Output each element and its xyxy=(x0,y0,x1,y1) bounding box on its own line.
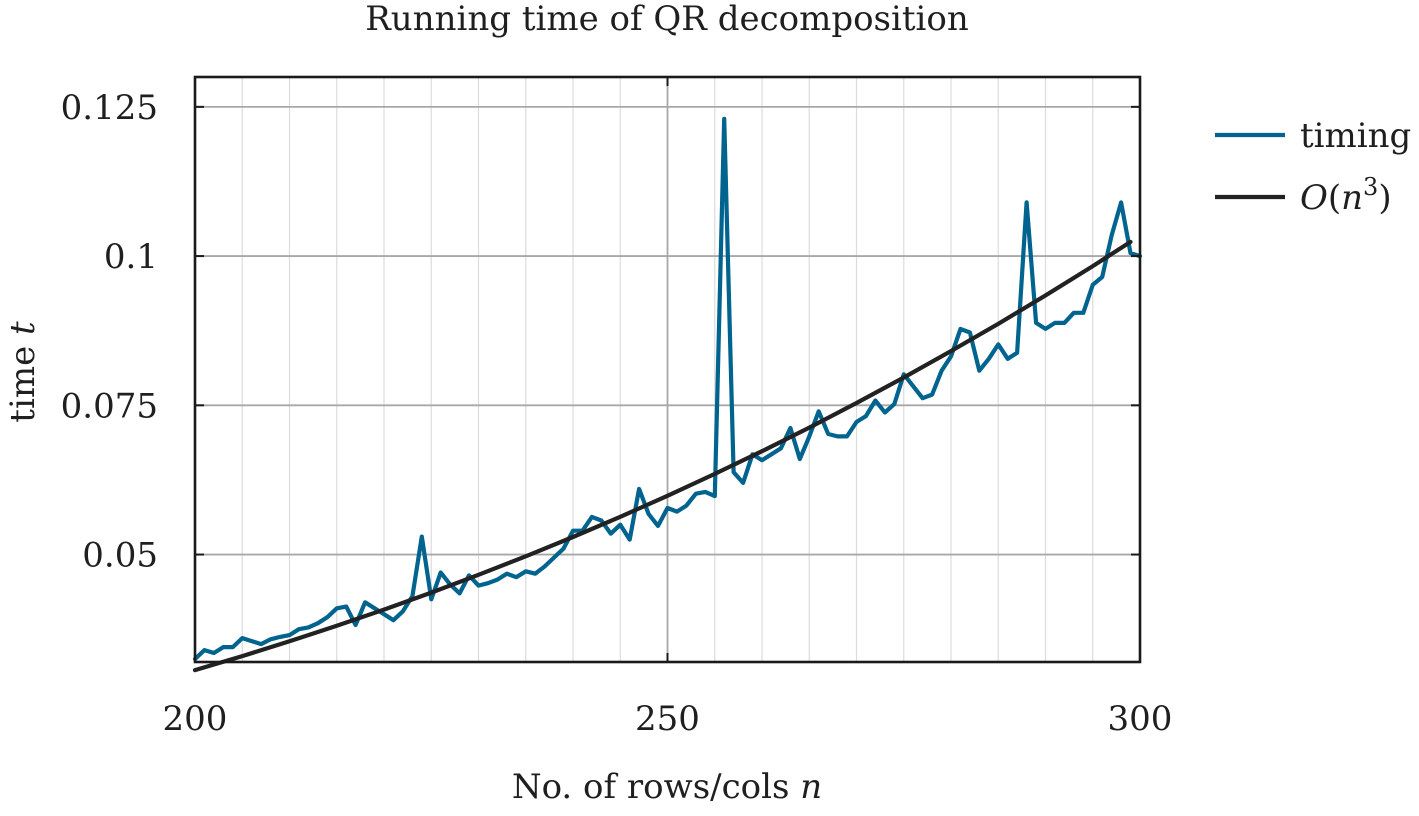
y-tick-label: 0.125 xyxy=(61,88,158,128)
chart-title: Running time of QR decomposition xyxy=(365,0,969,39)
grid-lines xyxy=(194,77,1141,662)
legend-entry-on3: O(n3) xyxy=(1300,173,1392,218)
series-line-on3 xyxy=(192,239,1133,673)
y-axis-label: time t xyxy=(3,321,43,423)
y-tick-label: 0.1 xyxy=(104,237,158,277)
x-tick-label: 300 xyxy=(1108,699,1173,739)
series-layer xyxy=(192,116,1143,673)
x-tick-label: 250 xyxy=(635,699,700,739)
axis-ticks: 200 250 300 0.05 0.075 0.1 0.125 xyxy=(61,77,1173,739)
legend: timing O(n3) xyxy=(1215,116,1411,218)
x-axis-label: No. of rows/cols n xyxy=(512,767,822,807)
x-tick-label: 200 xyxy=(163,699,228,739)
y-tick-label: 0.075 xyxy=(61,386,158,426)
y-tick-label: 0.05 xyxy=(82,536,158,576)
legend-entry-timing: timing xyxy=(1300,116,1411,156)
